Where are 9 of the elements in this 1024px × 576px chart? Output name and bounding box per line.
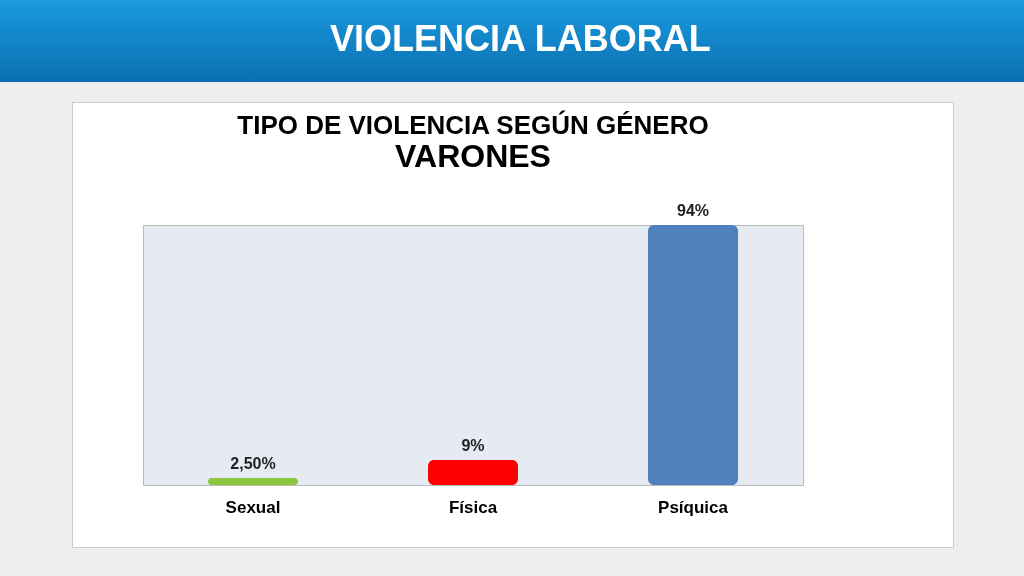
x-tick-label: Psíquica (658, 497, 729, 517)
chart-subtitle: VARONES (395, 138, 551, 174)
text: VIOLENCIA LABORAL (330, 18, 711, 60)
data-label: 9% (461, 437, 485, 455)
chart-title: TIPO DE VIOLENCIA SEGÚN GÉNERO (237, 110, 709, 140)
x-tick-label: Física (448, 497, 498, 517)
data-label: 2,50% (230, 455, 276, 473)
x-tick-label: Sexual (225, 497, 281, 517)
data-label: 94% (676, 202, 710, 219)
